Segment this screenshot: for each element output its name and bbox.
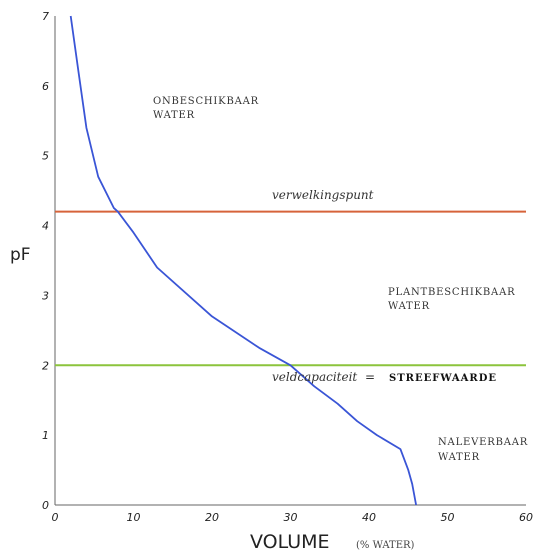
- y-tick-label: 7: [42, 10, 49, 23]
- y-tick-label: 2: [42, 359, 49, 372]
- y-tick-label: 3: [42, 289, 49, 302]
- water-retention-curve: [69, 15, 417, 506]
- zone-unavailable-line1: ONBESCHIKBAAR: [153, 96, 259, 107]
- zone-plant-available-line1: PLANTBESCHIKBAAR: [388, 287, 515, 298]
- equals-sign: =: [365, 370, 375, 384]
- zone-plant-available-line2: WATER: [388, 301, 430, 312]
- zone-unavailable-line2: WATER: [153, 110, 195, 121]
- field-capacity-label: veldcapaciteit: [272, 370, 357, 384]
- y-tick-label: 0: [42, 499, 49, 512]
- x-tick-label: 10: [127, 511, 141, 524]
- y-axis-title: pF: [10, 245, 31, 265]
- x-axis-title: VOLUME: [250, 531, 330, 553]
- y-tick-label: 6: [42, 80, 49, 93]
- x-tick-label: 0: [52, 511, 59, 524]
- y-tick-labels: 0 1 2 3 4 5 6 7: [42, 10, 49, 512]
- x-tick-label: 20: [205, 511, 219, 524]
- x-tick-label: 40: [362, 511, 376, 524]
- y-tick-label: 5: [42, 150, 49, 163]
- target-value-label: STREEFWAARDE: [389, 373, 497, 384]
- zone-replenishable-line2: WATER: [438, 452, 480, 463]
- y-tick-label: 1: [42, 429, 49, 442]
- x-axis-unit: (% WATER): [356, 540, 415, 551]
- y-tick-label: 4: [42, 220, 49, 233]
- x-tick-labels: 0 10 20 30 40 50 60: [52, 511, 534, 524]
- x-tick-label: 30: [284, 511, 298, 524]
- x-tick-label: 60: [519, 511, 533, 524]
- zone-replenishable-line1: NALEVERBAAR: [438, 437, 528, 448]
- x-tick-label: 50: [441, 511, 455, 524]
- wilting-point-label: verwelkingspunt: [272, 188, 374, 202]
